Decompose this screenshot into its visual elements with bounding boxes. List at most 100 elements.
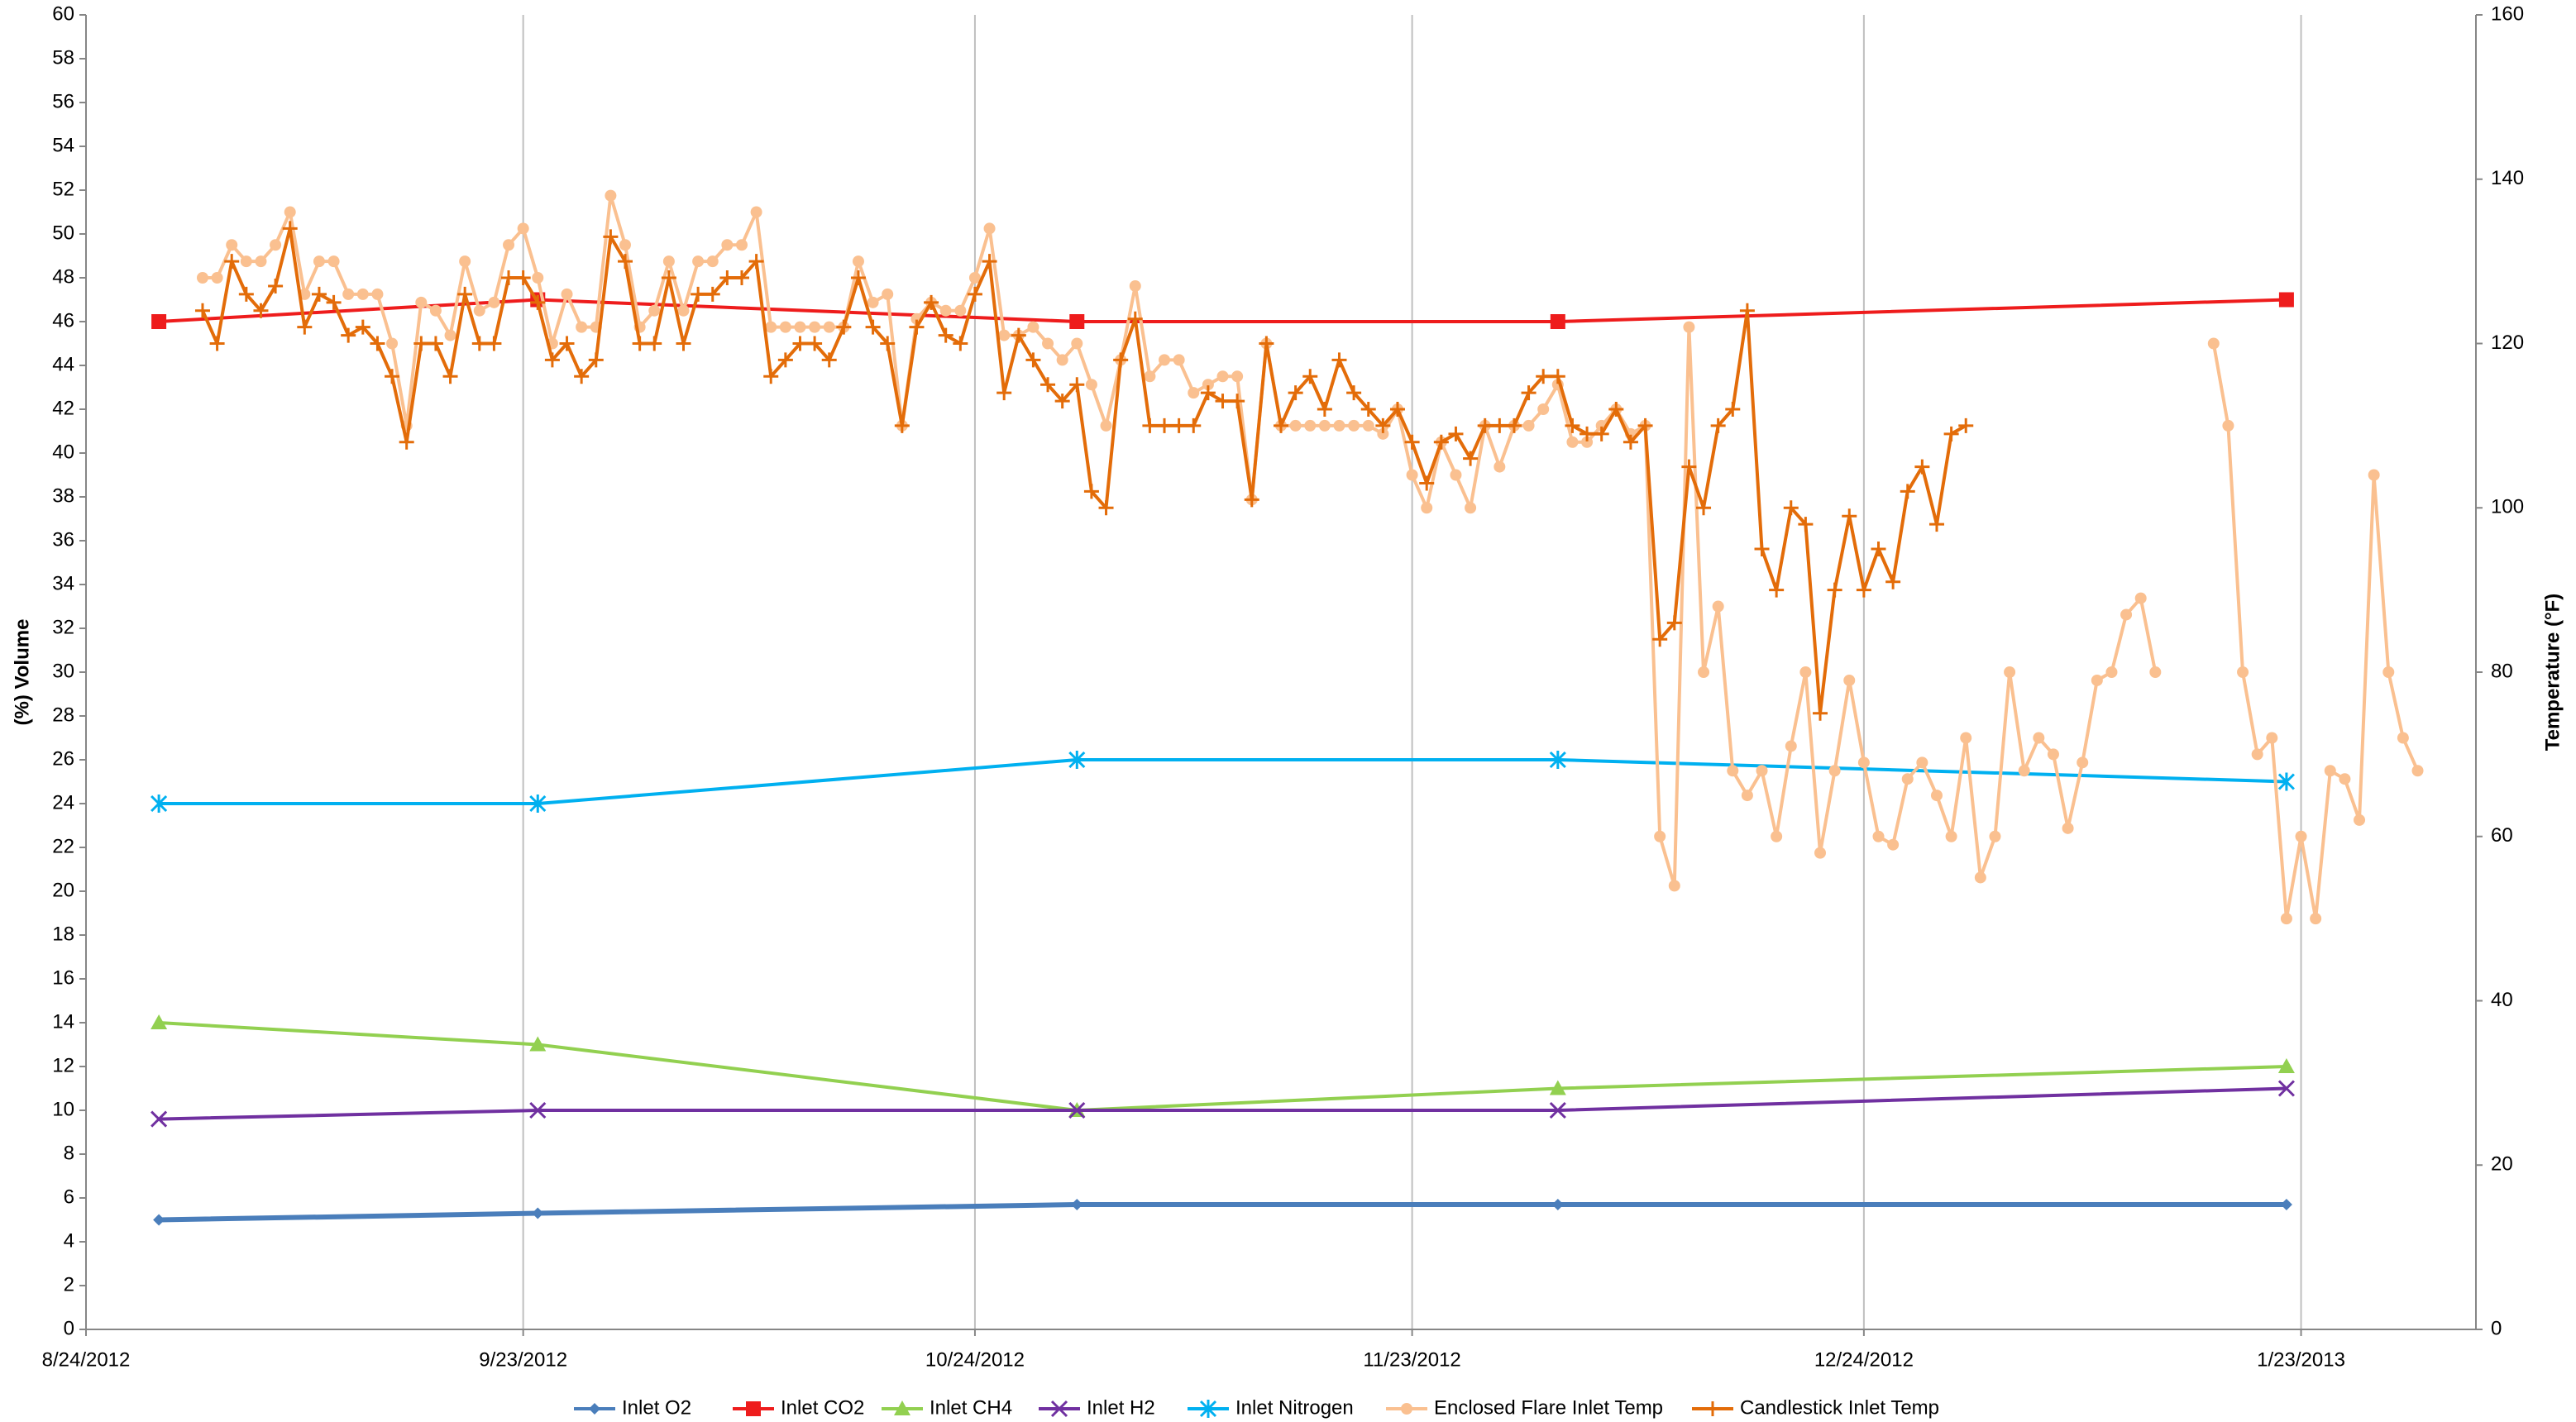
y-tick-label: 42: [52, 397, 74, 419]
y-tick-label: 52: [52, 178, 74, 200]
marker: [1362, 419, 1374, 432]
marker: [865, 319, 881, 335]
marker: [2207, 337, 2220, 350]
marker: [428, 336, 443, 351]
marker: [1930, 790, 1943, 802]
marker: [1637, 418, 1653, 433]
marker: [1071, 1198, 1083, 1210]
marker: [1274, 418, 1288, 433]
marker: [1157, 418, 1173, 433]
y-tick-label: 6: [64, 1186, 74, 1208]
marker: [444, 329, 456, 341]
marker: [1302, 369, 1318, 384]
marker: [1741, 790, 1753, 802]
marker: [515, 270, 531, 285]
marker: [1433, 434, 1449, 450]
marker: [2004, 666, 2016, 678]
marker: [1085, 379, 1097, 391]
marker: [1871, 541, 1886, 556]
marker: [284, 206, 296, 218]
marker: [1040, 377, 1056, 393]
x-tick-label: 9/23/2012: [479, 1348, 567, 1371]
marker: [1683, 321, 1695, 333]
marker: [867, 296, 879, 308]
marker: [399, 434, 414, 450]
marker: [1549, 1101, 1566, 1119]
marker: [226, 239, 238, 251]
marker: [748, 254, 764, 270]
marker: [1331, 352, 1347, 368]
y-axis-title: (%) Volume: [11, 619, 33, 726]
marker: [1289, 419, 1302, 432]
marker: [576, 321, 588, 333]
marker: [1494, 460, 1506, 473]
marker: [253, 303, 269, 318]
marker: [618, 254, 633, 270]
marker: [1668, 880, 1680, 892]
y-tick-label: 14: [52, 1010, 74, 1033]
marker: [603, 229, 619, 245]
y-tick-label: 28: [52, 704, 74, 726]
marker: [342, 288, 355, 300]
marker: [2149, 666, 2162, 678]
marker: [924, 294, 939, 310]
marker: [2266, 732, 2278, 744]
y-tick-label: 12: [52, 1054, 74, 1076]
marker: [1375, 418, 1391, 433]
marker: [938, 327, 953, 343]
marker: [1071, 337, 1083, 350]
marker: [1506, 418, 1522, 433]
marker: [209, 336, 225, 351]
marker: [967, 286, 982, 302]
y2-tick-label: 0: [2491, 1317, 2502, 1339]
marker: [2033, 732, 2045, 744]
marker: [1872, 830, 1885, 842]
x-tick-label: 12/24/2012: [1814, 1348, 1914, 1371]
marker: [1230, 394, 1245, 409]
marker: [2397, 732, 2409, 744]
legend-marker: [746, 1401, 761, 1416]
marker: [779, 321, 791, 333]
marker: [1216, 370, 1229, 383]
marker: [1027, 321, 1039, 333]
marker: [1914, 459, 1930, 475]
legend-label: Inlet Nitrogen: [1235, 1396, 1354, 1419]
marker: [1885, 574, 1901, 589]
marker: [1842, 508, 1857, 524]
marker: [1974, 871, 1986, 884]
marker: [1901, 773, 1914, 785]
marker: [2120, 608, 2133, 621]
marker: [385, 369, 400, 384]
marker: [371, 288, 384, 300]
marker: [442, 369, 458, 384]
marker: [953, 336, 968, 351]
legend-marker: [1199, 1400, 1217, 1418]
y-tick-label: 60: [52, 2, 74, 25]
marker: [1799, 666, 1812, 678]
marker: [1188, 387, 1200, 399]
legend-label: Inlet CH4: [930, 1396, 1012, 1419]
marker: [792, 336, 808, 351]
y-tick-label: 4: [64, 1229, 74, 1252]
marker: [529, 1101, 547, 1119]
y-tick-label: 32: [52, 616, 74, 638]
marker: [1159, 354, 1171, 366]
marker: [996, 385, 1012, 401]
marker: [1318, 419, 1331, 432]
marker: [529, 1036, 547, 1052]
marker: [1814, 847, 1827, 859]
y-tick-label: 38: [52, 484, 74, 507]
marker: [1754, 541, 1770, 556]
marker: [1463, 451, 1479, 466]
marker: [1580, 426, 1595, 441]
marker: [151, 795, 168, 813]
marker: [968, 272, 981, 284]
marker: [501, 270, 517, 285]
marker: [706, 255, 719, 268]
marker: [2134, 592, 2147, 604]
marker: [2105, 666, 2118, 678]
marker: [355, 319, 370, 335]
marker: [1900, 484, 1915, 499]
marker: [1739, 303, 1755, 318]
